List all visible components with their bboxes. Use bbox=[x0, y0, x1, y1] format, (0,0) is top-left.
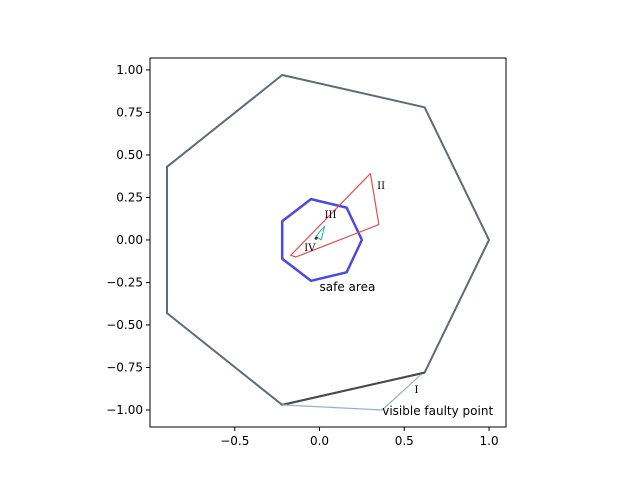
series-line-5 bbox=[282, 373, 422, 411]
y-tick-label: −0.50 bbox=[106, 318, 143, 332]
annotation-label: I bbox=[414, 385, 418, 396]
axes-frame bbox=[149, 57, 507, 428]
annotation-label: II bbox=[377, 181, 385, 192]
series-line-2 bbox=[280, 197, 364, 283]
series-line-1 bbox=[281, 371, 425, 406]
series-line-3 bbox=[290, 173, 380, 258]
x-tick-label: 0.0 bbox=[310, 434, 329, 448]
y-tick-label: 0.75 bbox=[116, 105, 143, 119]
annotation-label: safe area bbox=[320, 280, 376, 294]
y-tick-label: −0.25 bbox=[106, 275, 143, 289]
annotation-label: IV bbox=[304, 243, 316, 254]
x-tick-label: 0.5 bbox=[395, 434, 414, 448]
y-tick-label: 1.00 bbox=[116, 63, 143, 77]
data-point-0 bbox=[314, 236, 318, 240]
x-tick-label: 1.0 bbox=[480, 434, 499, 448]
y-tick-label: −1.00 bbox=[106, 403, 143, 417]
axis-ticks: −0.5 0.0 0.5 1.0 1.00 0.75 0.50 0.25 0.00 −0.25 −0… bbox=[106, 63, 498, 448]
annotation-label: visible faulty point bbox=[382, 404, 493, 418]
plot-area bbox=[166, 74, 490, 411]
annotation-label: III bbox=[325, 210, 337, 221]
y-tick-label: 0.50 bbox=[116, 148, 143, 162]
y-tick-label: 0.00 bbox=[116, 233, 143, 247]
x-tick-label: −0.5 bbox=[220, 434, 249, 448]
y-tick-label: −0.75 bbox=[106, 360, 143, 374]
y-tick-label: 0.25 bbox=[116, 190, 143, 204]
series-line-4 bbox=[315, 225, 326, 241]
